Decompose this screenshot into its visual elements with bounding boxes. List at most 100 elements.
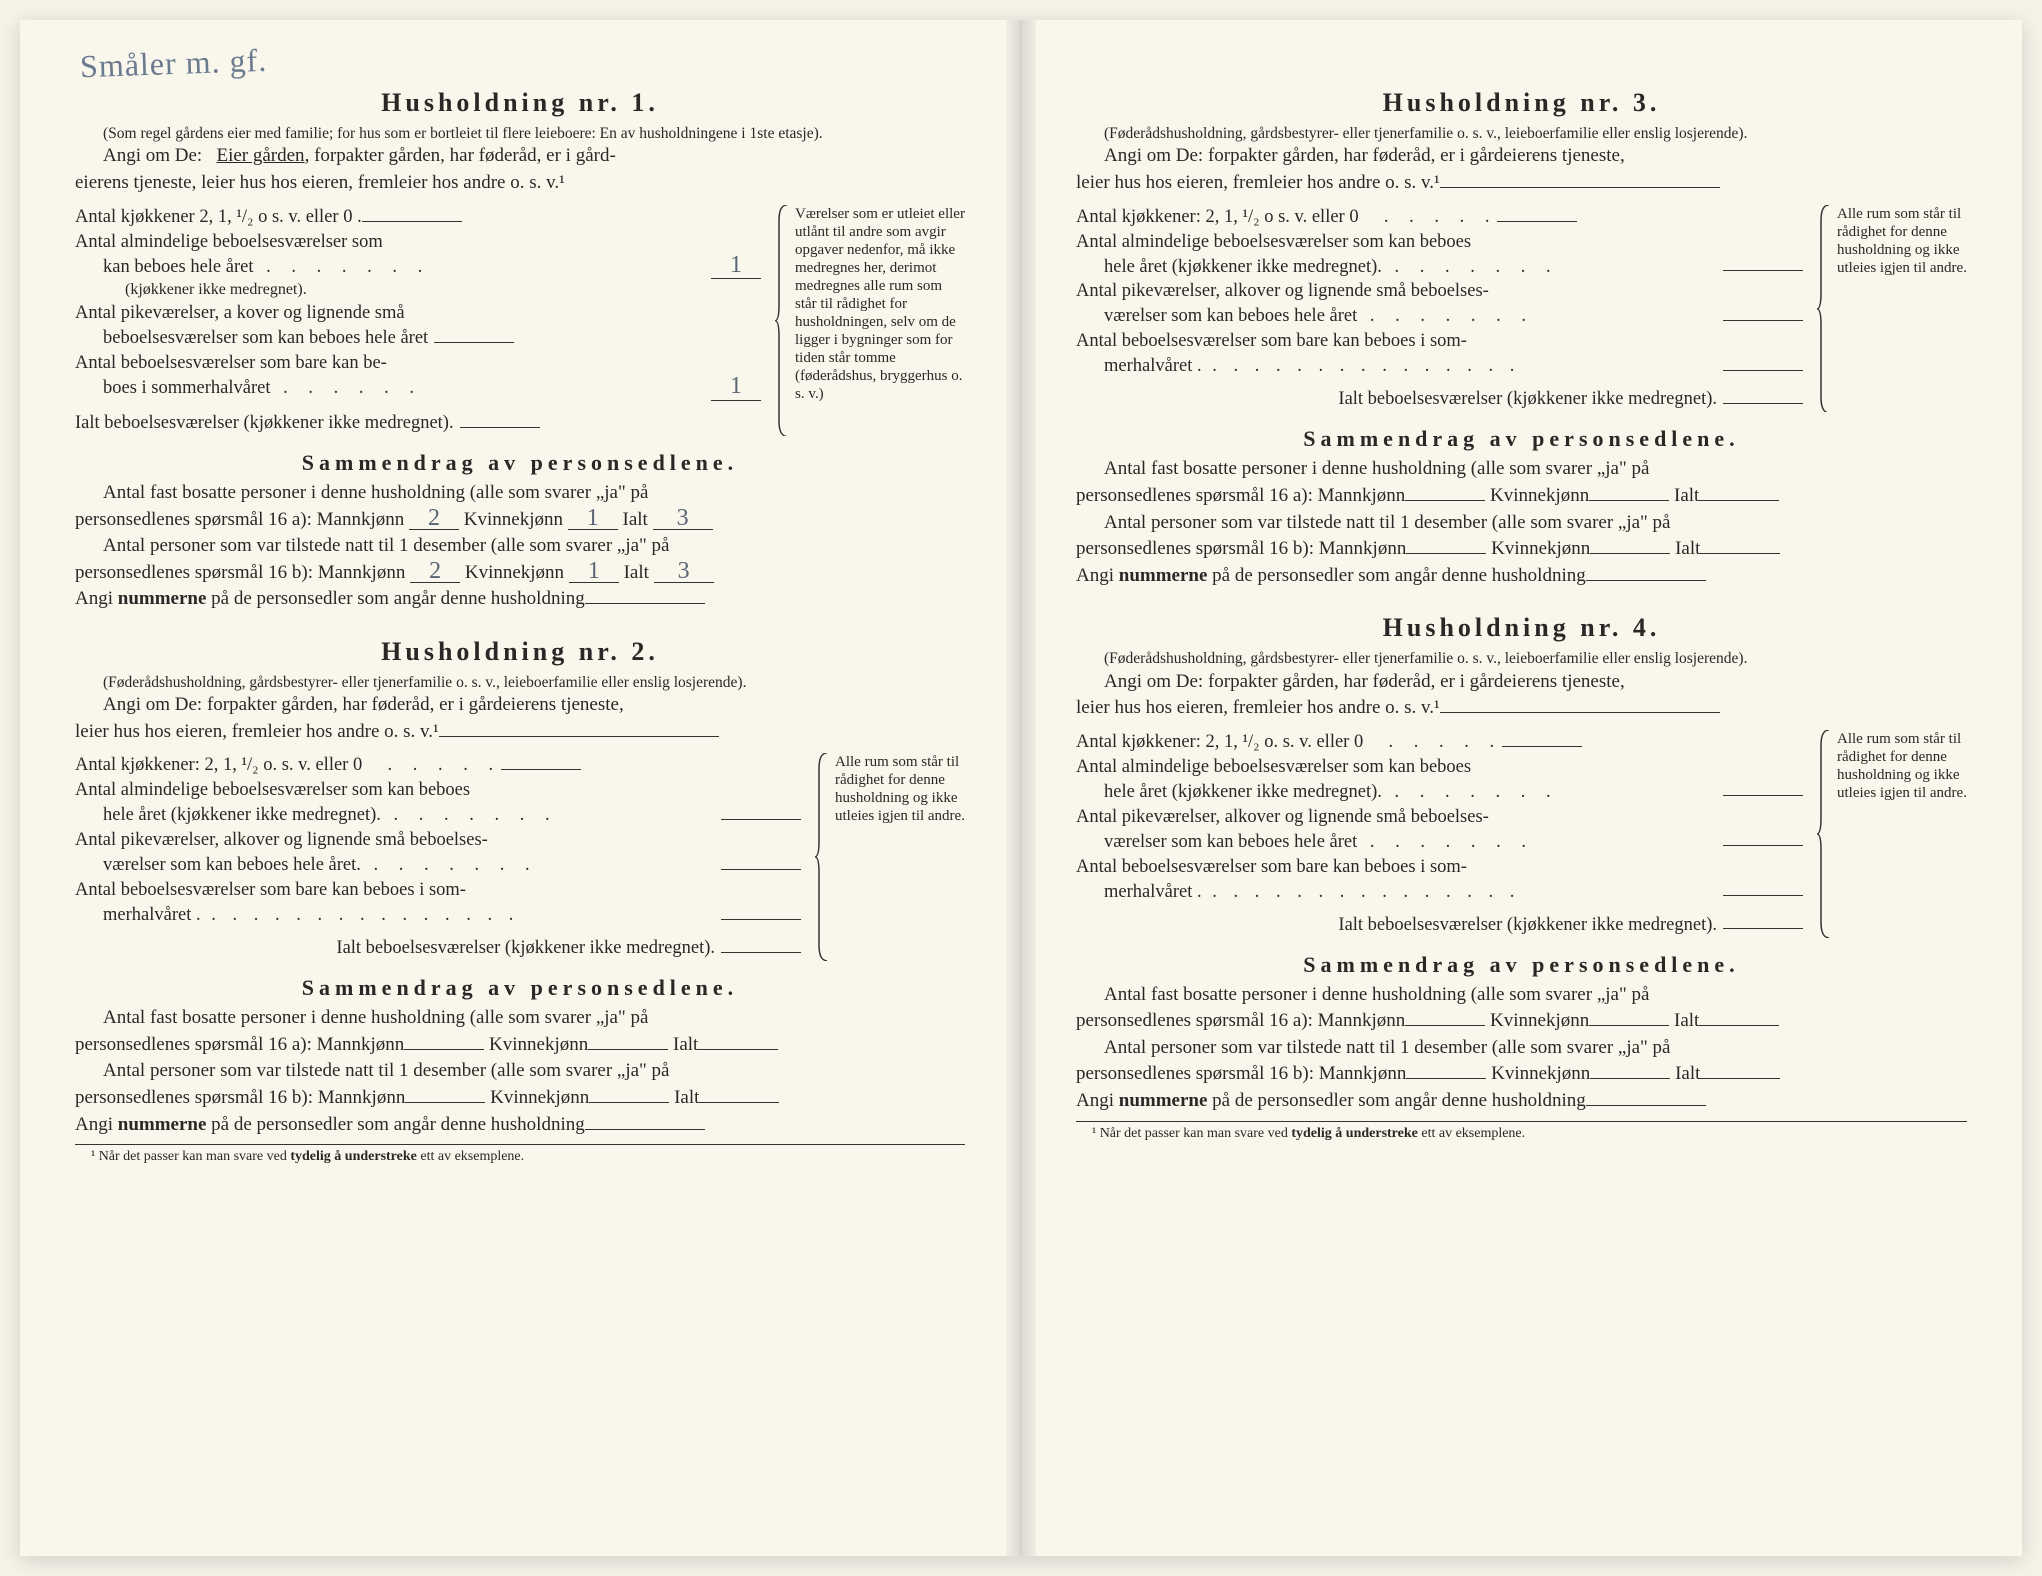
fast-2-line: Antal fast bosatte personer i denne hush… xyxy=(75,1005,965,1032)
household-4-angi2: leier hus hos eieren, fremleier hos andr… xyxy=(1076,695,1967,722)
household-4-summary-title: Sammendrag av personsedlene. xyxy=(1076,952,1967,978)
footnote-left: ¹ Når det passer kan man svare ved tydel… xyxy=(75,1144,965,1165)
present-ialt: 3 xyxy=(654,561,714,584)
summer-4-2: merhalvåret . . . . . . . . . . . . . . … xyxy=(1076,880,1803,905)
fast-m: 2 xyxy=(409,508,459,531)
household-3: Husholdning nr. 3. (Føderådshusholdning,… xyxy=(1076,88,1967,589)
servant-2: beboelsesværelser som kan beboes hele år… xyxy=(75,326,761,351)
summer-2: boes i sommerhalvåret . . . . . .1 xyxy=(75,376,761,401)
fast-4-line: Antal fast bosatte personer i denne hush… xyxy=(1076,982,1967,1009)
summer-3-1: Antal beboelsesværelser som bare kan beb… xyxy=(1076,329,1803,354)
household-2-summary-title: Sammendrag av personsedlene. xyxy=(75,975,965,1001)
fast-ialt: 3 xyxy=(653,508,713,531)
fast-line: Antal fast bosatte personer i denne hush… xyxy=(75,480,965,507)
rooms-side-note: Værelser som er utleiet eller utlånt til… xyxy=(775,205,965,436)
present-4-line: Antal personer som var tilstede natt til… xyxy=(1076,1035,1967,1062)
total-3: Ialt beboelsesværelser (kjøkkener ikke m… xyxy=(1076,387,1803,412)
household-4: Husholdning nr. 4. (Føderådshusholdning,… xyxy=(1076,613,1967,1141)
angi-rest: , forpakter gården, har føderåd, er i gå… xyxy=(305,145,616,166)
present-2-line2: personsedlenes spørsmål 16 b): Mannkjønn… xyxy=(75,1085,965,1112)
servant-3-1: Antal pikeværelser, alkover og lignende … xyxy=(1076,279,1803,304)
total-2: Ialt beboelsesværelser (kjøkkener ikke m… xyxy=(75,936,801,961)
household-1: Husholdning nr. 1. (Som regel gårdens ei… xyxy=(75,88,965,613)
summer-value: 1 xyxy=(711,376,761,401)
servant-2-1: Antal pikeværelser, alkover og lignende … xyxy=(75,828,801,853)
nummerne-1: Angi nummerne på de personsedler som ang… xyxy=(75,586,965,613)
household-3-title: Husholdning nr. 3. xyxy=(1076,88,1967,118)
household-2: Husholdning nr. 2. (Føderådshusholdning,… xyxy=(75,637,965,1165)
total-4: Ialt beboelsesværelser (kjøkkener ikke m… xyxy=(1076,913,1803,938)
rooms-4-side: Alle rum som står til rådighet for denne… xyxy=(1817,730,1967,938)
household-2-title: Husholdning nr. 2. xyxy=(75,637,965,667)
household-1-rooms: Antal kjøkkener 2, 1, ¹/₂ o s. v. eller … xyxy=(75,205,965,436)
household-4-intro: (Føderådshusholdning, gårdsbestyrer- ell… xyxy=(1076,649,1967,668)
rooms-year-value: 1 xyxy=(711,255,761,280)
fast-3-line: Antal fast bosatte personer i denne hush… xyxy=(1076,456,1967,483)
present-line: Antal personer som var tilstede natt til… xyxy=(75,533,965,560)
present-3-line2: personsedlenes spørsmål 16 b): Mannkjønn… xyxy=(1076,536,1967,563)
rooms-left: Antal kjøkkener 2, 1, ¹/₂ o s. v. eller … xyxy=(75,205,761,436)
total-rooms: Ialt beboelsesværelser (kjøkkener ikke m… xyxy=(75,411,761,436)
handwritten-annotation: Småler m. gf. xyxy=(79,42,267,86)
present-m: 2 xyxy=(410,561,460,584)
rooms-2-year-1: Antal almindelige beboelsesværelser som … xyxy=(75,778,801,803)
present-line2: personsedlenes spørsmål 16 b): Mannkjønn… xyxy=(75,560,965,587)
summer-4-1: Antal beboelsesværelser som bare kan beb… xyxy=(1076,855,1803,880)
document-spread: Småler m. gf. Husholdning nr. 1. (Som re… xyxy=(20,20,2022,1556)
summer-2-2: merhalvåret . . . . . . . . . . . . . . … xyxy=(75,903,801,928)
rooms-3-left: Antal kjøkkener: 2, 1, ¹/₂ o s. v. eller… xyxy=(1076,205,1803,413)
kitchens-4: Antal kjøkkener: 2, 1, ¹/₂ o. s. v. elle… xyxy=(1076,730,1803,755)
servant-2-2: værelser som kan beboes hele året. . . .… xyxy=(75,853,801,878)
household-1-angi: Angi om De: Eier gården, forpakter gårde… xyxy=(75,143,965,170)
household-3-angi2: leier hus hos eieren, fremleier hos andr… xyxy=(1076,170,1967,197)
rooms-3-year-1: Antal almindelige beboelsesværelser som … xyxy=(1076,230,1803,255)
rooms-4-left: Antal kjøkkener: 2, 1, ¹/₂ o. s. v. elle… xyxy=(1076,730,1803,938)
household-4-title: Husholdning nr. 4. xyxy=(1076,613,1967,643)
household-3-intro: (Føderådshusholdning, gårdsbestyrer- ell… xyxy=(1076,124,1967,143)
left-page: Småler m. gf. Husholdning nr. 1. (Som re… xyxy=(20,20,1021,1556)
rooms-year-2: kan beboes hele året . . . . . . .1 xyxy=(75,255,761,280)
present-3-line: Antal personer som var tilstede natt til… xyxy=(1076,510,1967,537)
kitchens-3: Antal kjøkkener: 2, 1, ¹/₂ o s. v. eller… xyxy=(1076,205,1803,230)
household-2-angi2: leier hus hos eieren, fremleier hos andr… xyxy=(75,719,965,746)
household-3-angi1: Angi om De: forpakter gården, har føderå… xyxy=(1076,143,1967,170)
nummerne-3: Angi nummerne på de personsedler som ang… xyxy=(1076,563,1967,590)
servant-1: Antal pikeværelser, a kover og lignende … xyxy=(75,301,761,326)
footnote-right: ¹ Når det passer kan man svare ved tydel… xyxy=(1076,1121,1967,1142)
household-3-rooms: Antal kjøkkener: 2, 1, ¹/₂ o s. v. eller… xyxy=(1076,205,1967,413)
rooms-3-side: Alle rum som står til rådighet for denne… xyxy=(1817,205,1967,413)
fast-k: 1 xyxy=(568,508,618,531)
kitchens-2: Antal kjøkkener: 2, 1, ¹/₂ o. s. v. elle… xyxy=(75,753,801,778)
household-4-rooms: Antal kjøkkener: 2, 1, ¹/₂ o. s. v. elle… xyxy=(1076,730,1967,938)
nummerne-2: Angi nummerne på de personsedler som ang… xyxy=(75,1112,965,1139)
rooms-2-year-2: hele året (kjøkkener ikke medregnet). . … xyxy=(75,803,801,828)
household-1-intro: (Som regel gårdens eier med familie; for… xyxy=(75,124,965,143)
rooms-4-year-2: hele året (kjøkkener ikke medregnet). . … xyxy=(1076,780,1803,805)
kitchens-line: Antal kjøkkener 2, 1, ¹/₂ o s. v. eller … xyxy=(75,205,761,230)
rooms-2-left: Antal kjøkkener: 2, 1, ¹/₂ o. s. v. elle… xyxy=(75,753,801,961)
fast-3-line2: personsedlenes spørsmål 16 a): Mannkjønn… xyxy=(1076,483,1967,510)
household-3-summary-title: Sammendrag av personsedlene. xyxy=(1076,426,1967,452)
servant-3-2: værelser som kan beboes hele året . . . … xyxy=(1076,304,1803,329)
household-1-angi2: eierens tjeneste, leier hus hos eieren, … xyxy=(75,170,965,197)
household-1-summary-title: Sammendrag av personsedlene. xyxy=(75,450,965,476)
rooms-3-year-2: hele året (kjøkkener ikke medregnet). . … xyxy=(1076,255,1803,280)
nummerne-4: Angi nummerne på de personsedler som ang… xyxy=(1076,1088,1967,1115)
rooms-year-3: (kjøkkener ikke medregnet). xyxy=(75,279,761,301)
right-page: Husholdning nr. 3. (Føderådshusholdning,… xyxy=(1021,20,2022,1556)
summer-1: Antal beboelsesværelser som bare kan be- xyxy=(75,351,761,376)
household-2-intro: (Føderådshusholdning, gårdsbestyrer- ell… xyxy=(75,673,965,692)
present-k: 1 xyxy=(569,561,619,584)
fast-line2: personsedlenes spørsmål 16 a): Mannkjønn… xyxy=(75,507,965,534)
rooms-2-side: Alle rum som står til rådighet for denne… xyxy=(815,753,965,961)
household-4-angi1: Angi om De: forpakter gården, har føderå… xyxy=(1076,669,1967,696)
rooms-4-year-1: Antal almindelige beboelsesværelser som … xyxy=(1076,755,1803,780)
servant-4-2: værelser som kan beboes hele året . . . … xyxy=(1076,830,1803,855)
fast-2-line2: personsedlenes spørsmål 16 a): Mannkjønn… xyxy=(75,1032,965,1059)
household-1-title: Husholdning nr. 1. xyxy=(75,88,965,118)
summer-2-1: Antal beboelsesværelser som bare kan beb… xyxy=(75,878,801,903)
present-2-line: Antal personer som var tilstede natt til… xyxy=(75,1058,965,1085)
household-2-angi1: Angi om De: forpakter gården, har føderå… xyxy=(75,692,965,719)
angi-pre: Angi om De: xyxy=(103,145,216,166)
summer-3-2: merhalvåret . . . . . . . . . . . . . . … xyxy=(1076,354,1803,379)
